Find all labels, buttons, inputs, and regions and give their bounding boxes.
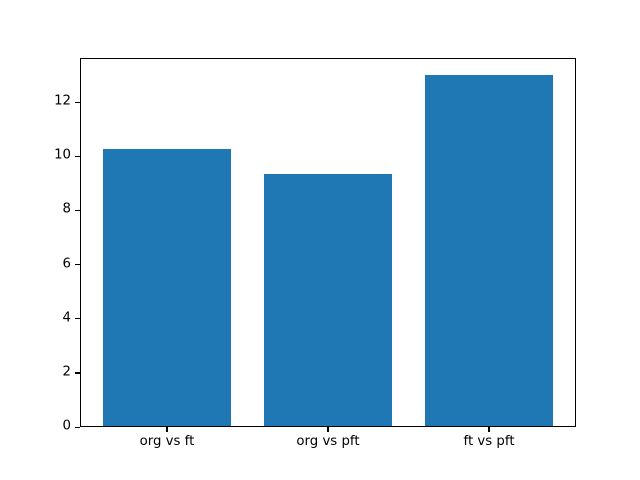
y-tick-label: 10: [54, 147, 71, 163]
y-tick-label: 8: [62, 202, 71, 218]
x-tick-label: ft vs pft: [463, 434, 515, 449]
y-tick-label: 12: [54, 93, 71, 109]
y-tick-mark: [75, 101, 80, 103]
y-tick-mark: [75, 155, 80, 157]
y-tick-label: 6: [62, 256, 71, 272]
y-tick-mark: [75, 318, 80, 320]
bar: [424, 75, 554, 427]
x-tick-mark: [488, 427, 490, 432]
y-tick-mark: [75, 426, 80, 428]
bar: [102, 148, 232, 427]
x-tick-mark: [166, 427, 168, 432]
x-tick-label: org vs pft: [296, 434, 360, 449]
bar: [263, 174, 393, 427]
y-tick-mark: [75, 209, 80, 212]
x-tick-mark: [327, 427, 329, 432]
y-tick-label: 4: [62, 310, 71, 326]
x-tick-label: org vs ft: [139, 434, 195, 449]
y-tick-mark: [75, 264, 80, 266]
y-tick-mark: [75, 372, 80, 374]
y-tick-label: 0: [62, 418, 71, 434]
y-tick-label: 2: [62, 364, 71, 380]
